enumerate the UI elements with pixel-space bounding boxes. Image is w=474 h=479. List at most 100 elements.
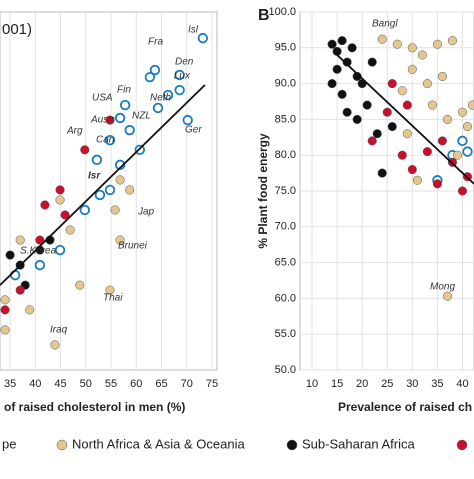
point — [367, 136, 377, 146]
y-tick-label: 85.0 — [275, 113, 296, 125]
point — [197, 32, 209, 44]
point — [462, 146, 473, 157]
x-tick-label: 65 — [155, 378, 167, 390]
y-tick-label: 75.0 — [275, 185, 296, 197]
point — [115, 235, 125, 245]
y-tick-label: 60.0 — [275, 292, 296, 304]
point — [54, 244, 66, 256]
point — [387, 122, 397, 132]
x-tick-label: 40 — [456, 378, 468, 390]
point — [25, 305, 35, 315]
point — [125, 185, 135, 195]
point — [407, 164, 417, 175]
legend-label: pe — [2, 436, 16, 451]
point — [442, 291, 452, 301]
x-tick-label: 40 — [29, 378, 41, 390]
point — [35, 235, 45, 245]
y-tick-label: 50.0 — [275, 364, 296, 376]
x-tick-label: 50 — [80, 378, 92, 390]
point — [457, 186, 468, 196]
x-tick-label: 15 — [331, 378, 343, 390]
point — [327, 79, 337, 89]
x-tick-label: 55 — [105, 378, 117, 390]
x-tick-label: 20 — [356, 378, 368, 390]
point-annotation: Isr — [88, 171, 101, 182]
x-axis-label: of raised cholesterol in men (%) — [4, 400, 185, 414]
x-tick-label: 10 — [306, 378, 318, 390]
point — [0, 295, 10, 305]
x-tick-label: 35 — [4, 378, 16, 390]
point-annotation: Thai — [103, 293, 123, 304]
point — [412, 175, 422, 185]
y-tick-label: 80.0 — [275, 149, 296, 161]
point-annotation: Bangl — [372, 19, 398, 30]
point — [0, 305, 10, 315]
point — [347, 43, 357, 53]
point — [91, 154, 103, 166]
point-annotation: Austr — [90, 115, 115, 126]
point — [387, 79, 397, 89]
point — [15, 285, 25, 295]
legend-marker — [456, 439, 468, 451]
point — [114, 112, 126, 124]
point — [422, 79, 432, 89]
point — [105, 285, 115, 295]
point-annotation: Iraq — [50, 325, 68, 336]
point — [417, 50, 427, 60]
y-tick-label: 70.0 — [275, 221, 296, 233]
point — [432, 39, 442, 49]
point — [402, 100, 412, 110]
x-tick-label: 70 — [181, 378, 193, 390]
point — [382, 107, 392, 117]
point — [337, 89, 347, 99]
panel-label: B — [258, 7, 270, 24]
point — [182, 114, 193, 126]
x-tick-label: 75 — [206, 378, 218, 390]
y-tick-label: 90.0 — [275, 78, 296, 90]
point — [94, 189, 106, 201]
point — [397, 86, 407, 96]
x-axis-label: Prevalence of raised ch — [338, 400, 472, 414]
point-annotation: Lux — [174, 71, 191, 82]
point — [377, 34, 387, 44]
point — [75, 280, 85, 290]
point — [342, 57, 352, 67]
point — [162, 89, 174, 101]
point — [407, 43, 417, 53]
point-annotation: Isl — [188, 25, 199, 36]
point — [55, 195, 65, 205]
point-annotation: Ger — [185, 125, 202, 136]
point — [40, 200, 50, 210]
point — [110, 205, 120, 215]
trend-line — [336, 54, 474, 185]
point-annotation: Den — [175, 57, 194, 68]
point — [362, 100, 372, 110]
x-tick-label: 35 — [431, 378, 443, 390]
point-annotation: Jap — [137, 207, 155, 218]
point — [5, 250, 15, 260]
point-annotation: NZL — [132, 111, 151, 122]
point — [352, 71, 362, 81]
point — [437, 136, 447, 146]
point — [124, 124, 135, 136]
point — [402, 129, 412, 139]
point — [50, 340, 60, 350]
x-tick-label: 25 — [381, 378, 393, 390]
y-tick-label: 95.0 — [275, 42, 296, 54]
y-tick-label: 65.0 — [275, 257, 296, 269]
point — [0, 325, 10, 335]
point — [422, 147, 432, 157]
point — [407, 64, 417, 74]
point — [427, 100, 437, 110]
point — [342, 107, 352, 117]
point — [79, 204, 90, 216]
point — [397, 150, 407, 160]
point-annotation: USA — [92, 93, 113, 104]
point-annotation: S.Korea — [20, 246, 57, 257]
x-tick-label: 60 — [130, 378, 142, 390]
point — [34, 259, 46, 271]
point — [332, 46, 342, 56]
point — [174, 84, 185, 96]
point — [462, 122, 473, 132]
